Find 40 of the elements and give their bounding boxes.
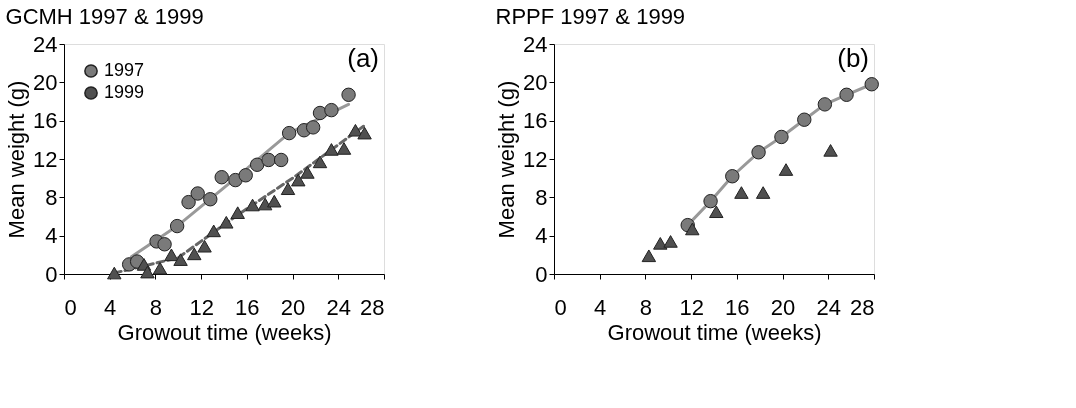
x-tick-label: 4 xyxy=(594,294,607,320)
y-tick-label: 4 xyxy=(45,223,58,249)
y-tick-label: 16 xyxy=(523,108,548,134)
x-tick-label: 8 xyxy=(149,294,163,320)
y-tick-label: 4 xyxy=(535,223,548,249)
y-tick-label: 24 xyxy=(33,31,58,57)
y-tick-label: 8 xyxy=(45,184,58,210)
x-tick-label: 16 xyxy=(235,294,260,320)
legend-label: 1997 xyxy=(104,60,145,80)
x-tick-label: 28 xyxy=(360,294,385,320)
y-tick-label: 16 xyxy=(33,108,58,134)
x-tick-label: 0 xyxy=(554,294,567,320)
x-tick-label: 24 xyxy=(816,294,842,320)
x-tick-label: 0 xyxy=(64,294,77,320)
x-axis-title: Growout time (weeks) xyxy=(117,319,332,345)
x-tick-label: 16 xyxy=(725,294,750,320)
x-axis-title: Growout time (weeks) xyxy=(607,319,822,345)
y-tick-label: 12 xyxy=(33,146,58,172)
x-tick-label: 28 xyxy=(850,294,875,320)
x-tick-label: 20 xyxy=(280,294,306,320)
y-tick-label: 12 xyxy=(523,146,548,172)
x-tick-label: 12 xyxy=(679,294,704,320)
chart-title: RPPF 1997 & 1999 xyxy=(495,4,686,29)
y-axis-title: Mean weight (g) xyxy=(4,80,30,239)
x-tick-label: 24 xyxy=(326,294,352,320)
y-tick-label: 20 xyxy=(33,69,58,95)
y-tick-label: 20 xyxy=(523,69,548,95)
x-tick-label: 8 xyxy=(639,294,653,320)
x-tick-label: 20 xyxy=(770,294,796,320)
y-tick-label: 0 xyxy=(45,261,58,287)
y-axis-title: Mean weight (g) xyxy=(494,80,520,239)
x-tick-label: 12 xyxy=(189,294,214,320)
y-tick-label: 8 xyxy=(535,184,548,210)
y-tick-label: 24 xyxy=(523,31,548,57)
y-tick-label: 0 xyxy=(535,261,548,287)
legend-label: 1999 xyxy=(104,82,145,102)
chart-title: GCMH 1997 & 1999 xyxy=(5,4,204,29)
x-tick-label: 4 xyxy=(104,294,117,320)
annotation: (a) xyxy=(347,43,379,73)
annotation: (b) xyxy=(837,43,869,73)
